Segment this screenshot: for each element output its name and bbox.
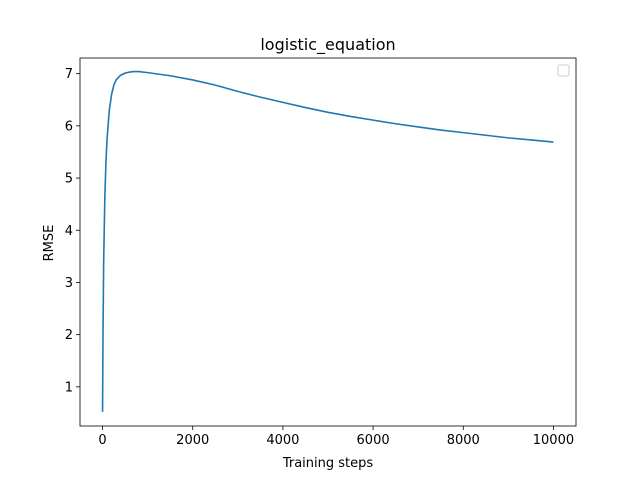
x-tick-label-2000: 2000 bbox=[176, 433, 209, 448]
series-line-0 bbox=[101, 70, 554, 412]
y-tick-label-4: 4 bbox=[65, 224, 73, 239]
axes-frame bbox=[79, 57, 577, 427]
y-axis-label: RMSE bbox=[42, 225, 57, 262]
y-tick-label-5: 5 bbox=[65, 172, 73, 187]
y-tick-label-3: 3 bbox=[65, 276, 73, 291]
x-tick-label-6000: 6000 bbox=[357, 433, 390, 448]
legend-box bbox=[557, 64, 570, 77]
chart-title: logistic_equation bbox=[260, 35, 395, 55]
x-tick-label-4000: 4000 bbox=[266, 433, 299, 448]
y-tick-label-7: 7 bbox=[65, 67, 73, 82]
x-tick-label-8000: 8000 bbox=[447, 433, 480, 448]
x-axis-label: Training steps bbox=[282, 456, 374, 471]
plot-area: 0 2000 4000 6000 8000 10000 1 2 3 4 5 6 7 bbox=[65, 57, 577, 448]
y-tick-label-6: 6 bbox=[65, 119, 73, 134]
y-tick-label-1: 1 bbox=[65, 380, 73, 395]
x-tick-label-0: 0 bbox=[98, 433, 106, 448]
x-tick-label-10000: 10000 bbox=[533, 433, 574, 448]
y-tick-label-2: 2 bbox=[65, 328, 73, 343]
